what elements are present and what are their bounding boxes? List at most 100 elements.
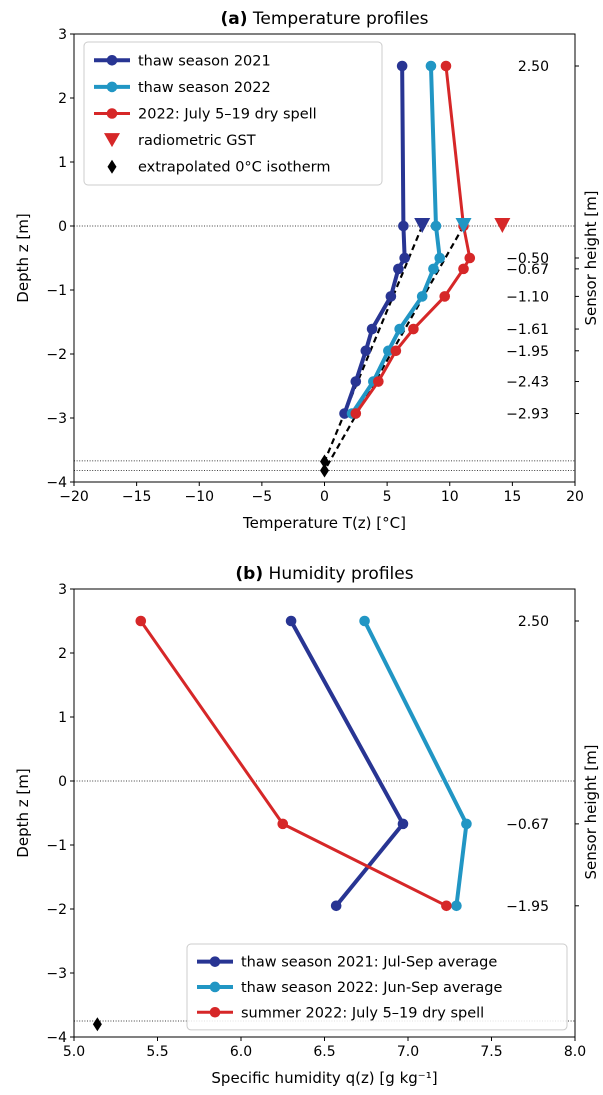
y-tick-label: −2	[46, 902, 67, 918]
right-tick-label: −0.50	[506, 251, 549, 267]
data-point	[360, 345, 372, 357]
x-tick-label: 5	[383, 489, 392, 505]
data-point	[408, 323, 419, 335]
data-point	[359, 615, 370, 627]
legend-label: 2022: July 5–19 dry spell	[138, 107, 317, 123]
data-point	[398, 220, 409, 232]
right-axis-label: Sensor height [m]	[582, 190, 600, 325]
y-tick-label: 3	[58, 582, 67, 598]
data-point	[390, 345, 402, 357]
legend-marker-swatch	[106, 108, 118, 119]
data-point	[440, 60, 452, 72]
legend-label: thaw season 2021	[138, 53, 271, 69]
y-tick-label: 3	[58, 27, 67, 43]
x-tick-label: 5.5	[146, 1044, 168, 1060]
right-axis-label: Sensor height [m]	[582, 744, 600, 879]
x-tick-label: −10	[184, 489, 214, 505]
right-tick-label: −1.10	[506, 289, 549, 305]
title-text: Humidity profiles	[269, 564, 414, 584]
chart-title: (b) Humidity profiles	[235, 564, 413, 584]
y-tick-label: −3	[46, 966, 67, 982]
right-tick-label: −1.61	[506, 322, 549, 338]
legend-box	[186, 943, 568, 1031]
data-point	[439, 291, 451, 302]
data-point	[350, 376, 362, 387]
data-point	[135, 615, 147, 627]
right-tick-label: −0.67	[506, 262, 549, 278]
isotherm-marker	[320, 463, 329, 478]
legend-diamond-swatch	[107, 159, 117, 174]
x-tick-label: 7.5	[480, 1044, 502, 1060]
legend-label: thaw season 2021: Jul-Sep average	[241, 955, 497, 971]
x-tick-label: 8.0	[564, 1044, 586, 1060]
series-line-2	[362, 620, 469, 907]
data-point	[373, 376, 384, 387]
y-tick-label: −2	[46, 347, 67, 363]
data-point	[366, 323, 378, 335]
data-point	[396, 60, 408, 72]
legend-label: summer 2022: July 5–19 dry spell	[241, 1005, 484, 1021]
data-point	[285, 615, 297, 627]
x-axis-label: Specific humidity q(z) [g kg⁻¹]	[211, 1069, 437, 1087]
legend-label: thaw season 2022: Jun-Sep average	[241, 980, 502, 996]
data-point	[461, 818, 472, 830]
gst-marker	[414, 218, 431, 233]
right-tick-label: −1.95	[506, 344, 549, 360]
data-point	[428, 263, 439, 275]
right-tick-label: 2.50	[518, 614, 549, 630]
y-axis-label: Depth z [m]	[14, 768, 32, 857]
x-tick-label: 7.0	[397, 1044, 419, 1060]
gst-marker	[455, 218, 472, 233]
x-tick-label: 5.0	[63, 1044, 85, 1060]
y-tick-label: 1	[58, 710, 67, 726]
y-tick-label: −1	[46, 838, 67, 854]
data-point	[434, 252, 446, 264]
x-tick-label: 6.5	[313, 1044, 335, 1060]
title-panel-letter: (a)	[220, 9, 247, 29]
data-point	[441, 900, 452, 912]
legend-label: thaw season 2022	[138, 80, 271, 96]
diamond-marker	[92, 1017, 102, 1032]
legend-label: radiometric GST	[138, 133, 256, 149]
right-tick-label: −0.67	[506, 817, 549, 833]
data-point	[416, 291, 428, 302]
isotherm-extrapolation-line	[323, 225, 424, 462]
y-tick-label: −3	[46, 411, 67, 427]
legend-marker-swatch	[209, 956, 221, 967]
data-point	[399, 252, 410, 264]
x-tick-label: 15	[503, 489, 521, 505]
humidity-chart: 5.0 5.5 6.0 6.5 7.0 7.5 8.0 −4 −3 −2 −1 0 1 2 3 2.50 −0.…	[14, 564, 600, 1087]
legend-marker-swatch	[209, 981, 221, 993]
gst-marker	[494, 218, 511, 233]
legend-marker-swatch	[106, 81, 118, 93]
data-point	[458, 263, 469, 275]
data-point	[430, 220, 442, 232]
right-tick-label: −2.93	[506, 407, 549, 423]
chart-title: (a) Temperature profiles	[220, 9, 428, 29]
right-tick-label: −2.43	[506, 375, 549, 391]
y-tick-label: 2	[58, 91, 67, 107]
right-tick-label: −1.95	[506, 899, 549, 915]
data-point	[330, 900, 342, 912]
isotherm-marker	[320, 454, 329, 469]
data-point	[451, 900, 462, 912]
title-panel-letter: (b)	[235, 564, 263, 584]
legend-box	[83, 41, 383, 186]
data-point	[277, 818, 289, 830]
right-tick-label: 2.50	[518, 59, 549, 75]
data-point	[394, 323, 405, 335]
data-point	[339, 408, 350, 419]
y-tick-label: 2	[58, 646, 67, 662]
x-axis-label: Temperature T(z) [°C]	[242, 514, 406, 532]
data-point	[393, 263, 404, 275]
temperature-chart: −20 −15 −10 −5 0 5 10 15 20−4−3−2−101232.50−0.50…	[14, 9, 600, 532]
data-point	[425, 60, 437, 72]
x-tick-label: 6.0	[230, 1044, 252, 1060]
x-tick-label: −5	[252, 489, 273, 505]
y-tick-label: 1	[58, 155, 67, 171]
data-point	[385, 291, 397, 302]
legend-marker-swatch	[209, 1006, 221, 1018]
y-tick-label: −1	[46, 283, 67, 299]
legend-triangle-swatch	[104, 133, 120, 148]
